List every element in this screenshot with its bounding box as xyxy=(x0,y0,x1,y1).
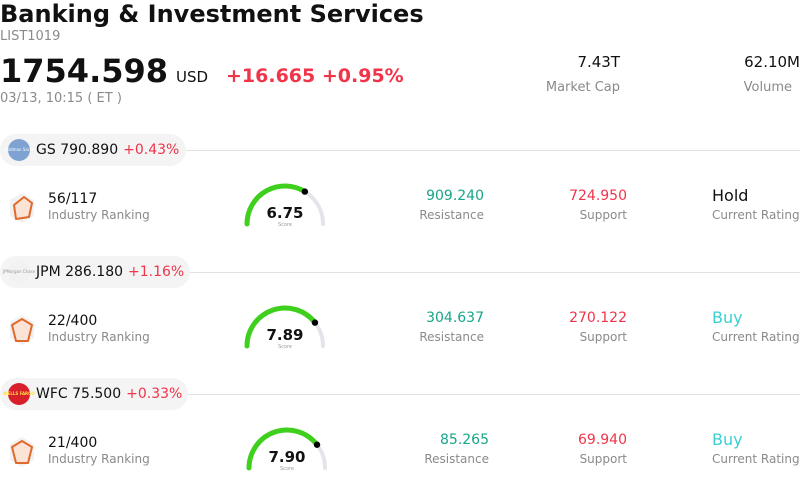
score-gauge-fill xyxy=(244,305,318,349)
industry-rank-label: Industry Ranking xyxy=(48,330,150,344)
currency-label: USD xyxy=(176,68,209,86)
resistance-value: 909.240 xyxy=(426,188,484,204)
rating-label: Current Rating xyxy=(712,208,800,222)
score-gauge-dot xyxy=(313,441,321,448)
timestamp: 03/13, 10:15 ( ET ) xyxy=(0,91,122,106)
volume-stat: 62.10M Volume xyxy=(744,53,800,95)
current-rating: Hold Current Rating xyxy=(712,186,800,222)
resistance-label: Resistance xyxy=(419,330,484,344)
stock-change-pct: +0.43% xyxy=(123,142,180,158)
score-value: 7.90 xyxy=(268,448,306,466)
change-amount: +16.665 xyxy=(226,65,316,87)
score-gauge-arc xyxy=(246,427,327,471)
score-gauge: 6.75 Score xyxy=(243,180,327,234)
market-cap-value: 7.43T xyxy=(577,53,620,71)
current-rating: Buy Current Rating xyxy=(712,430,800,466)
score-gauge-dot xyxy=(301,188,309,195)
support-value: 724.950 xyxy=(569,188,627,204)
volume-value: 62.10M xyxy=(744,53,800,71)
score-label: Score xyxy=(277,222,292,228)
resistance-metric: 85.265 Resistance xyxy=(424,432,489,466)
industry-rank-label: Industry Ranking xyxy=(48,208,150,222)
stock-symbol: WFC xyxy=(36,386,68,402)
resistance-value: 85.265 xyxy=(440,432,489,448)
current-rating: Buy Current Rating xyxy=(712,308,800,344)
stock-price: 75.500 xyxy=(72,386,122,402)
score-label: Score xyxy=(277,344,292,350)
resistance-value: 304.637 xyxy=(426,310,484,326)
ranking-icon xyxy=(10,437,34,467)
stock-symbol: GS xyxy=(36,142,56,158)
stock-pill-jpm[interactable]: JPMorgan Chase JPM 286.180 +1.16% xyxy=(0,256,190,288)
rating-label: Current Rating xyxy=(712,452,800,466)
resistance-metric: 304.637 Resistance xyxy=(419,310,484,344)
stock-pill-gs[interactable]: Goldman Sachs GS 790.890 +0.43% xyxy=(0,134,186,166)
section-divider xyxy=(180,394,800,395)
score-gauge: 7.90 Score xyxy=(245,424,329,478)
stock-price: 286.180 xyxy=(65,264,124,280)
rating-value: Hold xyxy=(712,186,749,205)
stock-change-pct: +1.16% xyxy=(128,264,185,280)
support-label: Support xyxy=(579,452,627,466)
score-gauge-dot xyxy=(311,319,319,326)
section-divider xyxy=(180,150,800,151)
industry-rank-value: 56/117 xyxy=(48,191,98,207)
market-cap-stat: 7.43T Market Cap xyxy=(546,53,620,95)
wells-fargo-logo-icon: WELLS FARGO xyxy=(3,383,35,405)
ranking-icon xyxy=(10,315,34,345)
support-label: Support xyxy=(579,208,627,222)
support-value: 69.940 xyxy=(578,432,627,448)
rating-value: Buy xyxy=(712,308,743,327)
score-gauge-arc xyxy=(244,305,325,349)
goldman-sachs-logo-icon: Goldman Sachs xyxy=(3,139,35,161)
page-title: Banking & Investment Services xyxy=(0,0,424,28)
jpmorgan-logo-icon: JPMorgan Chase xyxy=(3,261,35,283)
section-divider xyxy=(180,272,800,273)
support-label: Support xyxy=(579,330,627,344)
index-code: LIST1019 xyxy=(0,29,61,44)
score-gauge-arc xyxy=(244,183,325,227)
score-value: 6.75 xyxy=(266,204,304,222)
stock-pill-wfc[interactable]: WELLS FARGO WFC 75.500 +0.33% xyxy=(0,378,188,410)
score-value: 7.89 xyxy=(266,326,304,344)
index-price: 1754.598 xyxy=(0,52,169,90)
market-cap-label: Market Cap xyxy=(545,80,620,95)
index-change: +16.665 +0.95% xyxy=(226,65,404,87)
score-gauge-fill xyxy=(246,427,320,471)
stock-symbol: JPM xyxy=(36,264,61,280)
volume-label: Volume xyxy=(743,80,792,95)
industry-rank-value: 21/400 xyxy=(48,435,98,451)
resistance-label: Resistance xyxy=(424,452,489,466)
support-metric: 69.940 Support xyxy=(578,432,627,466)
stock-price: 790.890 xyxy=(60,142,119,158)
stock-change-pct: +0.33% xyxy=(126,386,183,402)
resistance-label: Resistance xyxy=(419,208,484,222)
support-metric: 270.122 Support xyxy=(569,310,627,344)
resistance-metric: 909.240 Resistance xyxy=(419,188,484,222)
support-metric: 724.950 Support xyxy=(569,188,627,222)
score-label: Score xyxy=(279,466,294,472)
stock-row-gs[interactable]: Goldman Sachs GS 790.890 +0.43% 56/117 In… xyxy=(0,134,800,256)
ranking-icon xyxy=(10,193,34,223)
score-gauge: 7.89 Score xyxy=(243,302,327,356)
support-value: 270.122 xyxy=(569,310,627,326)
rating-value: Buy xyxy=(712,430,743,449)
stock-row-jpm[interactable]: JPMorgan Chase JPM 286.180 +1.16% 22/400 … xyxy=(0,256,800,378)
score-gauge-fill xyxy=(244,183,308,227)
change-percent: +0.95% xyxy=(321,65,404,87)
stock-row-wfc[interactable]: WELLS FARGO WFC 75.500 +0.33% 21/400 Indu… xyxy=(0,378,800,500)
industry-rank-label: Industry Ranking xyxy=(48,452,150,466)
industry-rank-value: 22/400 xyxy=(48,313,98,329)
rating-label: Current Rating xyxy=(712,330,800,344)
